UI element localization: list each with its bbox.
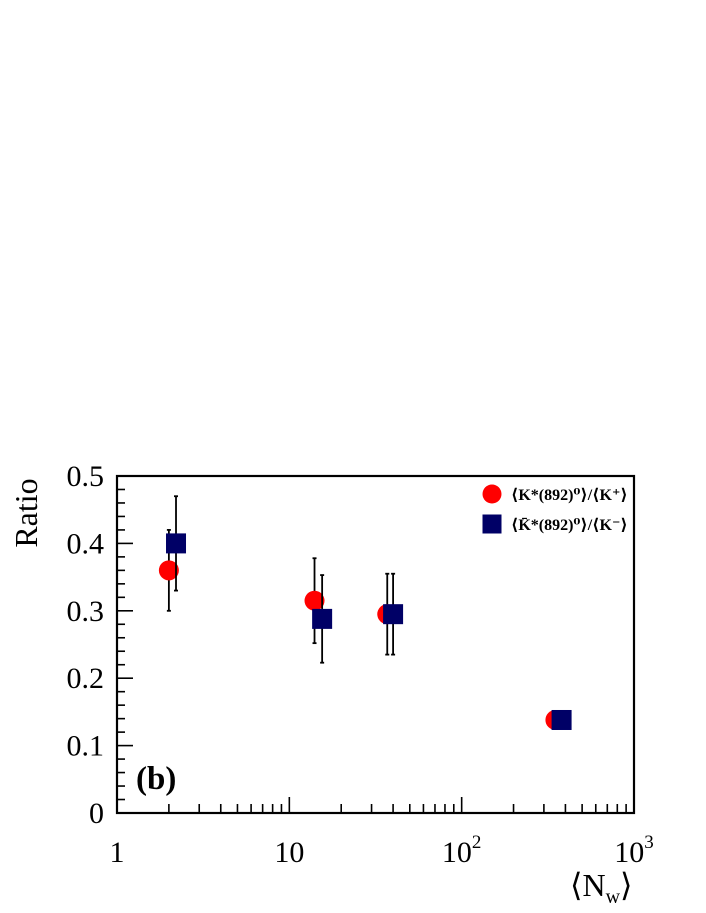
x-tick-label-main: 10: [614, 836, 644, 869]
y-tick-label: 0.4: [67, 527, 105, 560]
y-tick-label: 0.2: [67, 662, 105, 695]
legend-entry-label: ⟨K̄*(892)⁰⟩/⟨K⁻⟩: [511, 516, 628, 535]
y-tick-label: 0: [89, 797, 104, 830]
x-axis-label-sub: w: [606, 886, 621, 908]
axes: [115, 474, 636, 815]
tick-marks: [117, 475, 627, 814]
data-point-circle: [304, 590, 325, 611]
data-point-square: [166, 533, 187, 554]
x-tick-label-main: 10: [274, 836, 304, 869]
data-point-square: [312, 608, 333, 629]
data-point-square: [383, 604, 404, 625]
x-tick-label: 103: [614, 832, 654, 869]
x-axis-label-close: ⟩: [620, 867, 632, 903]
series-2: [166, 495, 572, 730]
x-tick-label-main: 1: [110, 836, 125, 869]
plot-frame: [115, 474, 636, 815]
legend-marker-square: [482, 514, 502, 534]
x-tick-label-main: 10: [442, 836, 472, 869]
legend: ⟨K*(892)⁰⟩/⟨K⁺⟩ ⟨K̄*(892)⁰⟩/⟨K⁻⟩: [482, 484, 628, 535]
series-1: [158, 529, 566, 730]
y-tick-label: 0.1: [67, 730, 105, 763]
x-tick-label: 102: [442, 832, 482, 869]
x-tick-label: 10: [274, 836, 304, 869]
x-tick-label-exponent: 2: [472, 832, 482, 853]
legend-marker-circle: [482, 484, 502, 504]
x-tick-label-exponent: 3: [644, 832, 654, 853]
panel-label: (b): [136, 761, 176, 797]
y-tick-label: 0.3: [67, 595, 105, 628]
y-axis-label: Ratio: [8, 478, 44, 547]
x-axis-label-main: ⟨N: [570, 867, 606, 903]
data-marks: [158, 495, 572, 730]
y-tick-label: 0.5: [67, 460, 105, 493]
x-tick-label: 1: [110, 836, 125, 869]
data-point-circle: [158, 560, 179, 581]
legend-entry-label: ⟨K*(892)⁰⟩/⟨K⁺⟩: [511, 487, 628, 504]
data-point-square: [551, 709, 572, 730]
x-axis-label: ⟨Nw⟩: [570, 867, 633, 908]
